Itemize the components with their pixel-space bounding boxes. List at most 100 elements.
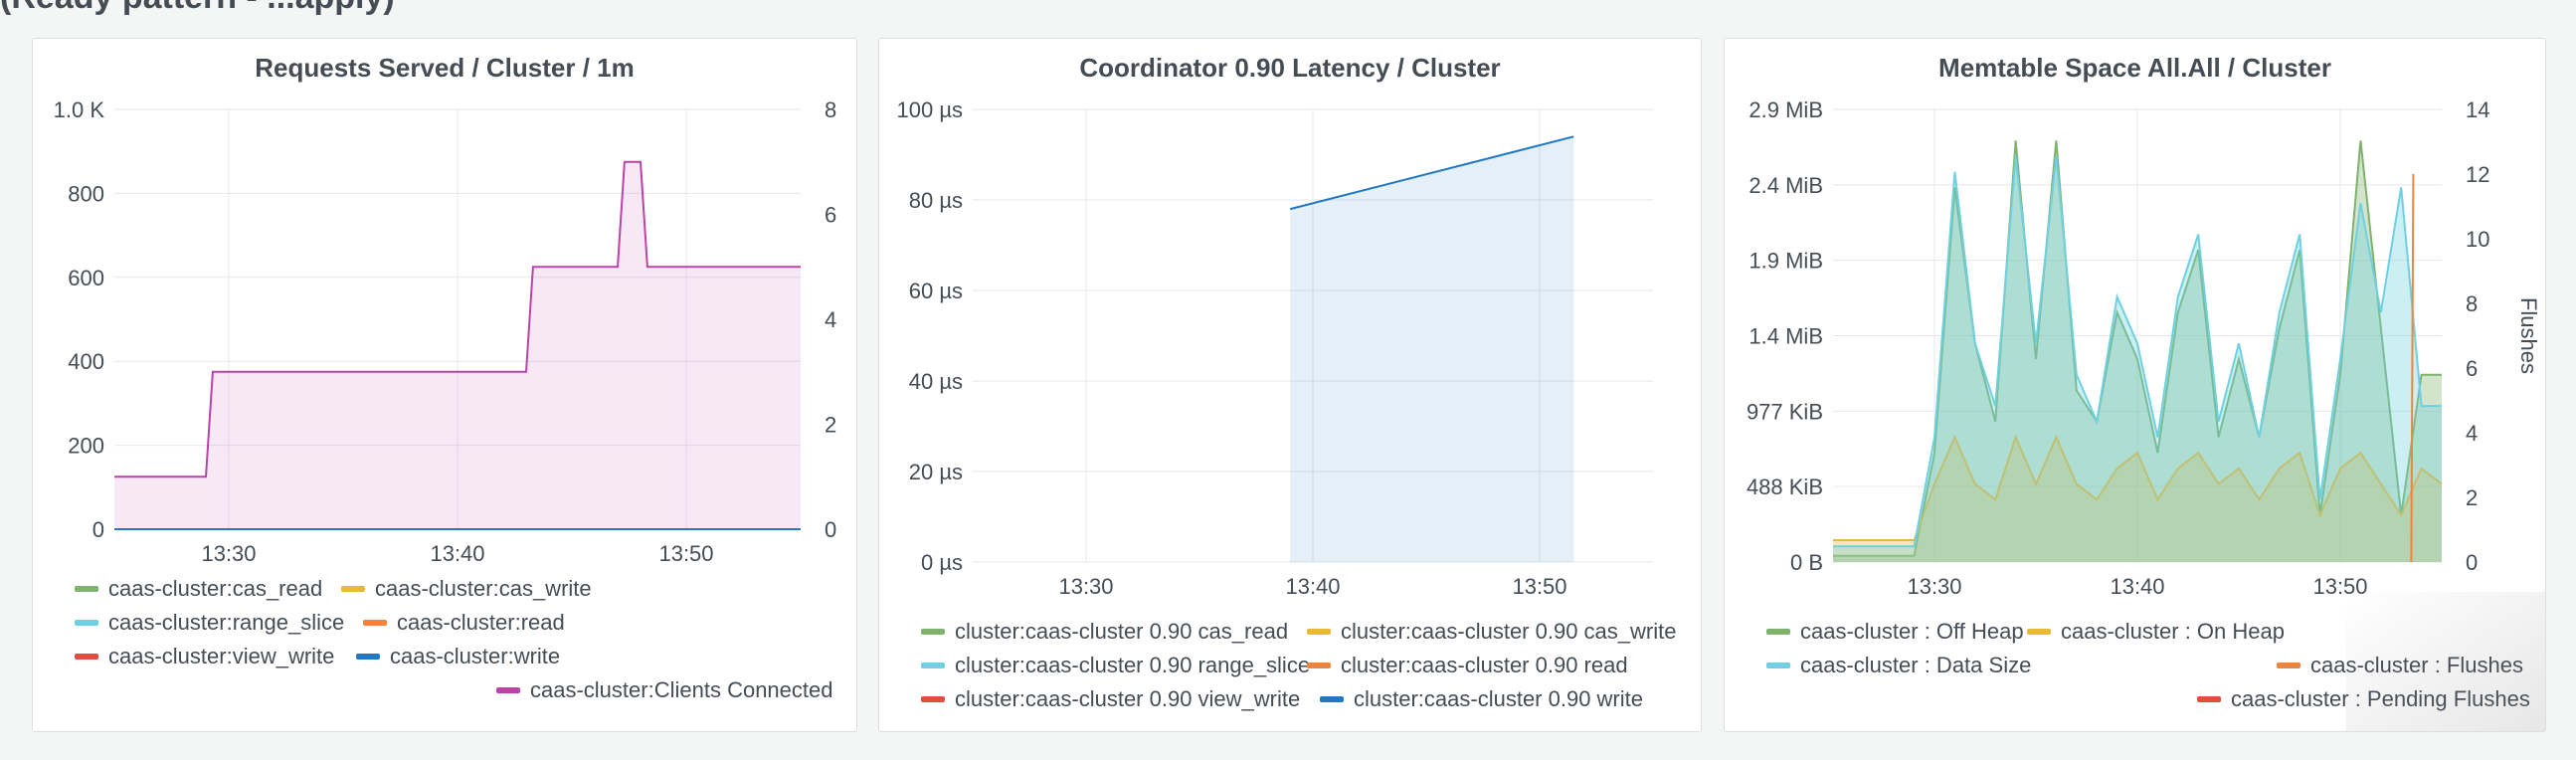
legend-swatch: [1320, 696, 1344, 702]
x-tick-label: 13:30: [1907, 574, 1961, 599]
memtable-space-panel: Memtable Space All.All / Cluster 0 B 488 …: [1724, 38, 2546, 732]
y-tick-label: 400: [68, 349, 104, 374]
series-line: [1289, 135, 1574, 211]
legend-item[interactable]: caas-cluster : Off Heap: [1766, 619, 2024, 645]
panel-title[interactable]: Coordinator 0.90 Latency / Cluster: [1079, 53, 1501, 83]
y-tick-label: 80 µs: [909, 188, 963, 213]
y-tick-label: 0 B: [1790, 550, 1823, 575]
x-tick-label: 13:40: [430, 541, 484, 566]
legend-swatch: [2027, 629, 2051, 635]
legend-item[interactable]: caas-cluster : Flushes: [2277, 653, 2523, 678]
legend-swatch: [341, 586, 365, 592]
legend-item[interactable]: cluster:caas-cluster 0.90 cas_write: [1307, 619, 1676, 645]
legend-label: caas-cluster:cas_read: [108, 576, 323, 601]
legend-item[interactable]: caas-cluster:view_write: [75, 644, 334, 669]
series-area: [1290, 136, 1574, 563]
legend-label: cluster:caas-cluster 0.90 range_slice: [955, 653, 1311, 677]
resize-handle[interactable]: [2346, 592, 2545, 731]
y-tick-label: 488 KiB: [1747, 475, 1823, 499]
y-right-tick-label: 14: [2466, 97, 2489, 122]
legend-item[interactable]: caas-cluster : Data Size: [1766, 653, 2031, 678]
y-right-tick-label: 4: [825, 307, 836, 332]
legend-item[interactable]: caas-cluster:cas_write: [341, 576, 592, 602]
legend-item[interactable]: caas-cluster : On Heap: [2027, 619, 2285, 645]
y-tick-label: 0: [92, 517, 104, 542]
x-tick-label: 13:40: [2110, 574, 2164, 599]
legend-swatch: [921, 663, 945, 668]
series-line: [1833, 140, 2442, 557]
x-tick-label: 13:50: [1512, 574, 1566, 599]
legend-item[interactable]: caas-cluster : Pending Flushes: [2197, 686, 2530, 712]
legend-item[interactable]: cluster:caas-cluster 0.90 view_write: [921, 686, 1300, 712]
x-tick-label: 13:50: [658, 541, 713, 566]
legend-item[interactable]: caas-cluster:cas_read: [75, 576, 322, 602]
legend-label: caas-cluster : Pending Flushes: [2231, 686, 2530, 711]
y-tick-label: 60 µs: [909, 279, 963, 303]
legend-item[interactable]: cluster:caas-cluster 0.90 cas_read: [921, 619, 1288, 645]
legend-swatch: [921, 629, 945, 635]
legend-item[interactable]: cluster:caas-cluster 0.90 read: [1307, 653, 1628, 678]
series-area: [1833, 140, 2442, 562]
y-right-tick-label: 6: [2466, 356, 2478, 381]
y-tick-label: 800: [68, 181, 104, 206]
memtable-space-chart: 0 B 488 KiB 977 KiB 1.4 MiB 1.9 MiB 2.4 MiB 2.…: [1747, 97, 2541, 599]
y-tick-label: 1.0 K: [54, 97, 105, 122]
legend-swatch: [1307, 663, 1331, 668]
y-tick-label: 977 KiB: [1747, 399, 1823, 424]
legend-label: caas-cluster:write: [390, 644, 561, 668]
legend-swatch: [363, 620, 387, 626]
y-tick-label: 40 µs: [909, 369, 963, 394]
x-tick-label: 13:40: [1285, 574, 1340, 599]
y-tick-label: 2.4 MiB: [1748, 173, 1823, 198]
y-right-tick-label: 6: [825, 203, 836, 228]
legend-label: cluster:caas-cluster 0.90 view_write: [955, 686, 1301, 711]
y-right-tick-label: 12: [2466, 162, 2489, 187]
legend-label: caas-cluster : On Heap: [2061, 619, 2285, 644]
legend-swatch: [496, 687, 520, 693]
y-right-tick-label: 2: [2466, 485, 2478, 510]
legend-swatch: [75, 586, 98, 592]
requests-served-chart: 0 200 400 600 800 1.0 K 0 2 4 6 8 13:30 13:40 13:50: [54, 97, 837, 566]
y-tick-label: 100 µs: [897, 97, 964, 122]
y-tick-label: 0 µs: [921, 550, 963, 575]
legend-item[interactable]: caas-cluster:read: [363, 610, 565, 636]
coordinator-latency-panel: Coordinator 0.90 Latency / Cluster 0 µs 2…: [878, 38, 1702, 732]
legend-item[interactable]: cluster:caas-cluster 0.90 write: [1320, 686, 1643, 712]
legend-label: caas-cluster : Data Size: [1800, 653, 2032, 677]
x-tick-label: 13:50: [2312, 574, 2367, 599]
legend-item[interactable]: caas-cluster:Clients Connected: [496, 677, 832, 703]
y-right-tick-label: 0: [825, 517, 836, 542]
y-tick-label: 20 µs: [909, 460, 963, 484]
legend-swatch: [75, 620, 98, 626]
coordinator-latency-chart: 0 µs 20 µs 40 µs 60 µs 80 µs 100 µs 13:30 13:40…: [897, 97, 1653, 599]
legend-label: caas-cluster : Off Heap: [1800, 619, 2024, 644]
legend-swatch: [1307, 629, 1331, 635]
legend-swatch: [356, 654, 380, 660]
legend-swatch: [921, 696, 945, 702]
legend-label: caas-cluster:range_slice: [108, 610, 345, 635]
legend-label: cluster:caas-cluster 0.90 read: [1341, 653, 1628, 677]
legend-label: caas-cluster:read: [397, 610, 565, 635]
legend-item[interactable]: cluster:caas-cluster 0.90 range_slice: [921, 653, 1310, 678]
legend-label: caas-cluster : Flushes: [2310, 653, 2523, 678]
legend-label: caas-cluster:cas_write: [375, 576, 592, 601]
dashboard-row-title[interactable]: (Ready pattern - ...apply): [0, 0, 895, 16]
legend-item[interactable]: caas-cluster:range_slice: [75, 610, 344, 636]
x-tick-label: 13:30: [1058, 574, 1113, 599]
y-right-tick-label: 0: [2466, 550, 2478, 575]
panel-title[interactable]: Memtable Space All.All / Cluster: [1938, 53, 2331, 83]
y-right-tick-label: 8: [825, 97, 836, 122]
legend-swatch: [2197, 696, 2221, 702]
panel-title[interactable]: Requests Served / Cluster / 1m: [255, 53, 635, 83]
legend-swatch: [75, 654, 98, 660]
legend-label: caas-cluster:view_write: [108, 644, 335, 668]
y-right-tick-label: 8: [2466, 291, 2478, 316]
legend-item[interactable]: caas-cluster:write: [356, 644, 560, 669]
y-right-tick-label: 2: [825, 413, 836, 438]
y-right-tick-label: 10: [2466, 227, 2489, 252]
legend-label: cluster:caas-cluster 0.90 cas_read: [955, 619, 1289, 644]
series-1: [1833, 434, 2443, 562]
y-tick-label: 200: [68, 434, 104, 459]
y-tick-label: 1.9 MiB: [1748, 249, 1823, 274]
series-line: [2410, 173, 2415, 563]
